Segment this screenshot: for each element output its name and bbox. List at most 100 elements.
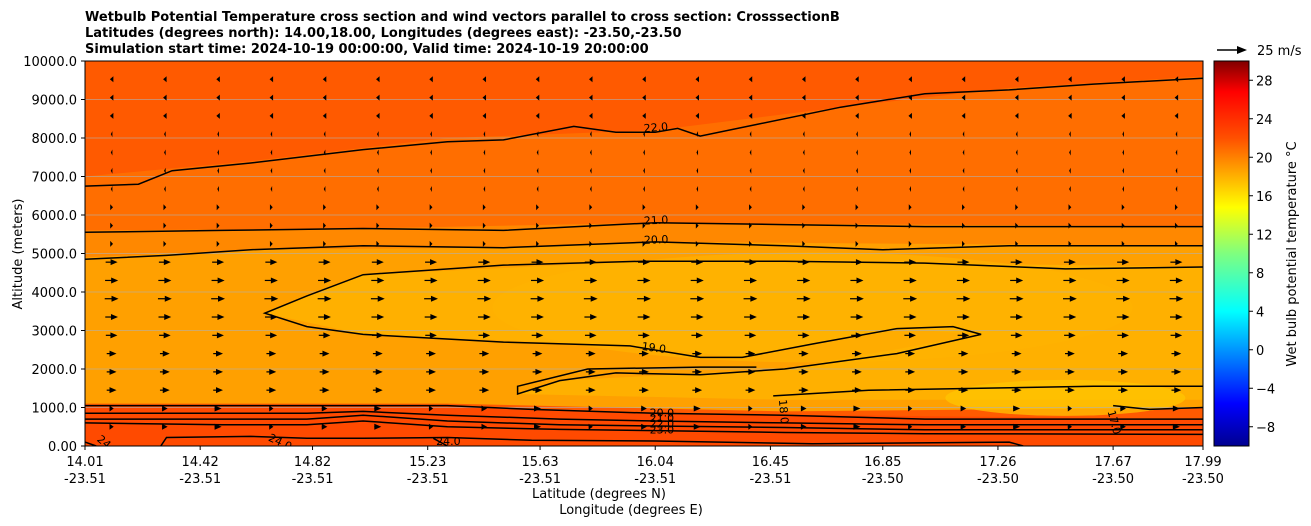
wind-vector xyxy=(696,186,699,193)
contour-line-21-0 xyxy=(85,410,1203,426)
wind-vector xyxy=(801,76,806,83)
wind-vector xyxy=(855,112,859,119)
wind-vector xyxy=(530,277,545,284)
wind-vector xyxy=(482,112,487,119)
contour-line-19-0 xyxy=(262,260,1203,396)
wind-vector xyxy=(695,94,699,101)
wind-vector xyxy=(1009,295,1024,302)
wind-vector xyxy=(1063,277,1077,284)
x-tick-label-lat: 16.45 xyxy=(752,455,789,470)
band-upper-mid-layer xyxy=(85,76,1203,235)
wind-vector xyxy=(1122,149,1124,156)
x-tick-label-lon: -23.51 xyxy=(179,472,221,487)
wind-vector xyxy=(270,149,273,156)
x-tick-label-lat: 14.42 xyxy=(182,455,219,470)
wind-vector xyxy=(638,332,650,339)
wind-vector xyxy=(429,240,433,247)
wind-vector xyxy=(479,368,490,375)
quiver-key-label: 25 m/s xyxy=(1257,44,1302,59)
wind-vector xyxy=(749,131,752,138)
colorbar-tick-label: 20 xyxy=(1256,151,1273,166)
wind-vector xyxy=(908,76,912,83)
wind-vector xyxy=(852,368,862,375)
wind-vector xyxy=(1121,204,1125,211)
colorbar-ticks: −8 −4 0 4 8 12 16 20 24 28 xyxy=(1249,74,1275,436)
wind-vector xyxy=(483,131,486,138)
wind-vector xyxy=(477,314,491,321)
wind-vector xyxy=(370,295,385,302)
wind-vector xyxy=(216,240,220,247)
wind-vector xyxy=(425,332,437,339)
wind-vector xyxy=(637,295,651,302)
wind-vector xyxy=(105,259,118,266)
wind-vector xyxy=(109,405,114,412)
wind-vector xyxy=(1118,350,1129,357)
wind-vector xyxy=(371,314,385,321)
wind-vector xyxy=(163,76,167,83)
wind-vector xyxy=(376,112,380,119)
wind-vector xyxy=(1121,112,1125,119)
wind-vector xyxy=(158,277,172,284)
wind-vector xyxy=(216,204,220,211)
wind-vector xyxy=(748,405,753,412)
colorbar-tick-label: −4 xyxy=(1256,382,1275,397)
wind-vector xyxy=(483,149,486,156)
wind-vector xyxy=(1014,112,1019,119)
wind-vector xyxy=(319,350,330,357)
wind-vector xyxy=(802,204,806,211)
wind-vector xyxy=(270,167,273,174)
wind-vector xyxy=(426,387,436,394)
wind-vector xyxy=(110,240,114,247)
wind-vector xyxy=(1068,204,1072,211)
wind-vector xyxy=(159,368,170,375)
colorbar-gradient xyxy=(1213,60,1250,447)
wind-vector xyxy=(110,222,114,229)
wind-vector xyxy=(1011,387,1022,394)
wind-vector xyxy=(323,204,326,211)
colorbar-tick-label: 8 xyxy=(1256,267,1264,282)
wind-vector xyxy=(321,405,328,412)
x-tick-label-lat: 15.63 xyxy=(521,455,558,470)
wind-vector xyxy=(589,167,592,174)
wind-vector xyxy=(477,295,492,302)
wind-vector xyxy=(213,350,223,357)
quiver-key-arrowhead xyxy=(1237,46,1247,54)
wind-vector xyxy=(855,94,859,101)
wind-vector xyxy=(905,350,916,357)
wind-vector xyxy=(430,131,432,138)
wind-vector xyxy=(426,368,436,375)
x-axis-label-longitude: Longitude (degrees E) xyxy=(559,503,703,518)
contour-lines: 22.021.020.019.018.0 17.020.021.022.023.0… xyxy=(85,77,1203,446)
y-tick-label: 8000.0 xyxy=(32,132,78,147)
wind-vector xyxy=(109,94,114,101)
wind-vector xyxy=(1062,295,1077,302)
wind-vector xyxy=(962,186,965,193)
wind-vector xyxy=(798,387,809,394)
plot-area: 22.021.020.019.018.0 17.020.021.022.023.0… xyxy=(85,61,1203,446)
wind-vector xyxy=(319,387,330,394)
wind-vector xyxy=(270,186,273,193)
wind-vector xyxy=(909,167,911,174)
contour-line-21-0 xyxy=(85,221,1203,234)
wind-vector xyxy=(585,368,596,375)
wind-vector xyxy=(1121,94,1125,101)
wind-vector xyxy=(956,295,971,302)
contour-label-20-0: 20.0 xyxy=(644,233,669,247)
wind-vector xyxy=(269,112,274,119)
wind-vector xyxy=(802,186,805,193)
wind-vector xyxy=(962,131,965,138)
x-tick-label-lon: -23.50 xyxy=(1182,472,1224,487)
wind-vector xyxy=(748,112,753,119)
wind-vector xyxy=(317,295,332,302)
wind-vector xyxy=(164,186,166,193)
wind-vector xyxy=(637,314,651,321)
wind-vector xyxy=(535,76,540,83)
x-tick-label-lon: -23.51 xyxy=(634,472,676,487)
wind-vector xyxy=(482,240,486,247)
wind-vector xyxy=(961,76,966,83)
x-axis: 14.01 -23.51 14.42 -23.51 14.82 -23.51 15.23 -2… xyxy=(64,446,1224,487)
wind-vector xyxy=(157,295,172,302)
wind-vector xyxy=(1118,368,1129,375)
wind-vector xyxy=(856,131,858,138)
x-tick-label-lon: -23.51 xyxy=(407,472,449,487)
